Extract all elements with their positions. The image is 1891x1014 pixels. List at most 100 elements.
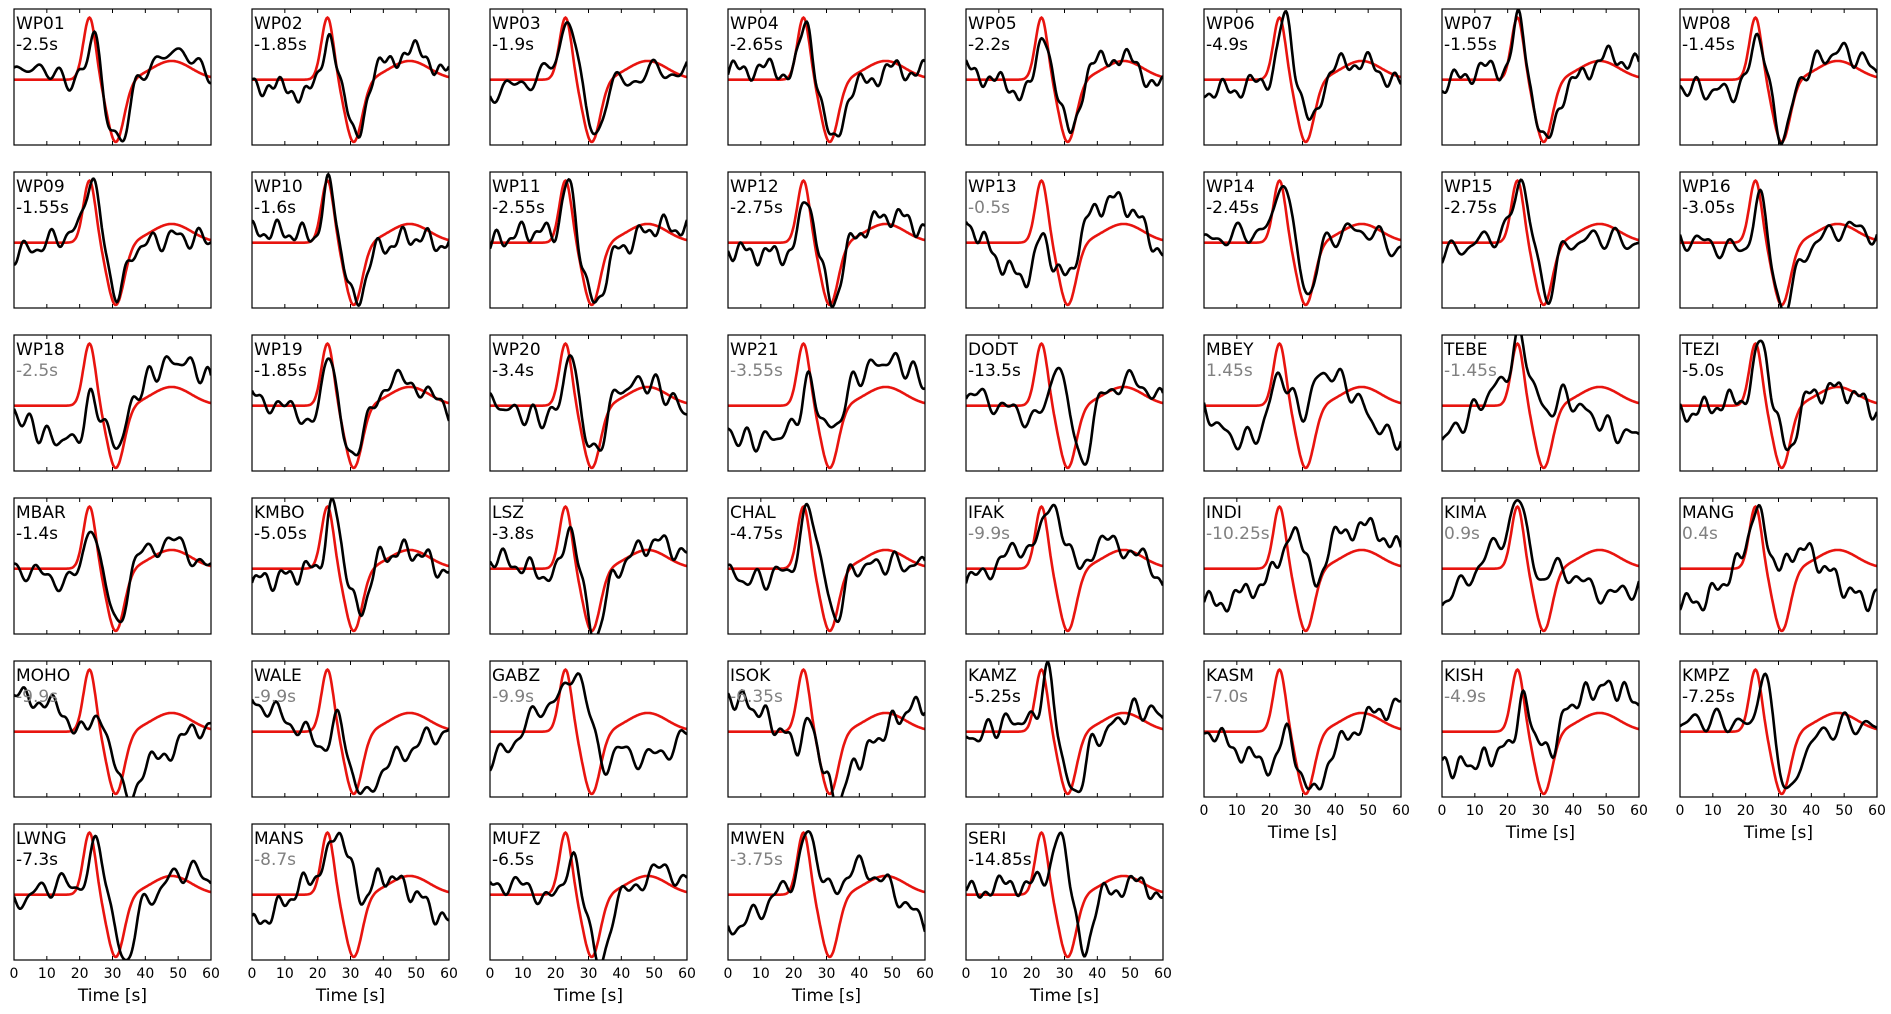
time-shift-label: -5.0s <box>1682 361 1724 381</box>
x-tick-label: 20 <box>309 966 327 982</box>
x-tick-label: 10 <box>752 966 770 982</box>
observed-trace <box>1442 9 1639 140</box>
x-tick-label: 30 <box>1056 966 1074 982</box>
observed-trace <box>728 689 925 797</box>
time-shift-label: -1.9s <box>492 35 534 55</box>
x-tick-label: 40 <box>374 966 392 982</box>
observed-trace <box>490 354 687 452</box>
synthetic-trace <box>490 341 687 470</box>
panel-wp16: WP16-3.05s <box>1679 171 1878 309</box>
station-name-label: WP18 <box>16 340 65 360</box>
observed-trace <box>966 190 1163 289</box>
x-tick-label: 60 <box>1868 803 1886 819</box>
time-shift-label: -4.9s <box>1444 687 1486 707</box>
synthetic-trace <box>966 15 1163 144</box>
time-shift-label: -1.55s <box>1444 35 1497 55</box>
station-name-label: WALE <box>254 666 302 686</box>
panel-dodt: DODT-13.5s <box>965 334 1164 472</box>
x-tick-label: 20 <box>1023 966 1041 982</box>
x-tick-label: 30 <box>104 966 122 982</box>
synthetic-trace <box>252 830 449 959</box>
station-name-label: TEZI <box>1681 340 1720 360</box>
x-tick-label: 0 <box>248 966 257 982</box>
panel-kasm: KASM-7.0s 0 10 20 30 40 50 60 Time [s] <box>1200 660 1410 843</box>
observed-trace <box>1680 503 1877 613</box>
x-tick-label: 10 <box>276 966 294 982</box>
panel-kmbo: KMBO-5.05s <box>251 497 450 635</box>
observed-trace <box>966 366 1163 467</box>
time-shift-label: -2.45s <box>1206 198 1259 218</box>
panel-wale: WALE-9.9s <box>251 660 450 798</box>
x-tick-label: 40 <box>1564 803 1582 819</box>
time-shift-label: -13.5s <box>968 361 1021 381</box>
x-tick-label: 60 <box>1392 803 1410 819</box>
observed-trace <box>490 672 687 777</box>
x-tick-label: 60 <box>1630 803 1648 819</box>
time-shift-label: -2.65s <box>730 35 783 55</box>
station-name-label: KIMA <box>1444 503 1487 523</box>
panel-lwng: LWNG-7.3s 0 10 20 30 40 50 60 Time [s] <box>10 823 220 1006</box>
observed-trace <box>966 661 1163 794</box>
x-tick-label: 40 <box>612 966 630 982</box>
synthetic-trace <box>1204 15 1401 144</box>
time-shift-label: -3.05s <box>1682 198 1735 218</box>
station-name-label: MBEY <box>1206 340 1254 360</box>
synthetic-trace <box>1204 178 1401 307</box>
station-name-label: WP05 <box>968 14 1017 34</box>
observed-trace <box>252 831 449 926</box>
time-shift-label: -6.5s <box>492 850 534 870</box>
observed-trace <box>14 354 211 450</box>
observed-trace <box>14 834 211 960</box>
x-axis-label: Time [s] <box>1505 823 1575 843</box>
panel-wp21: WP21-3.55s <box>727 334 926 472</box>
synthetic-trace <box>728 341 925 470</box>
station-name-label: KMBO <box>254 503 305 523</box>
station-name-label: MOHO <box>16 666 70 686</box>
synthetic-trace <box>252 15 449 144</box>
time-shift-label: -1.45s <box>1444 361 1497 381</box>
station-name-label: WP10 <box>254 177 303 197</box>
observed-trace <box>728 20 925 138</box>
observed-trace <box>1680 339 1877 452</box>
x-tick-label: 40 <box>1088 966 1106 982</box>
time-shift-label: -10.25s <box>1206 524 1270 544</box>
time-shift-label: -2.5s <box>16 361 58 381</box>
x-tick-label: 30 <box>580 966 598 982</box>
observed-trace <box>728 502 925 624</box>
x-tick-label: 0 <box>1200 803 1209 819</box>
station-name-label: WP04 <box>730 14 779 34</box>
observed-trace <box>14 30 211 143</box>
station-name-label: DODT <box>968 340 1019 360</box>
station-name-label: WP11 <box>492 177 541 197</box>
synthetic-trace <box>1204 504 1401 633</box>
time-shift-label: -1.4s <box>16 524 58 544</box>
synthetic-trace <box>14 15 211 144</box>
observed-trace <box>1442 178 1639 306</box>
x-tick-label: 50 <box>1121 966 1139 982</box>
station-name-label: CHAL <box>730 503 776 523</box>
station-name-label: WP20 <box>492 340 541 360</box>
synthetic-trace <box>1442 341 1639 470</box>
x-tick-label: 0 <box>724 966 733 982</box>
synthetic-trace <box>1680 341 1877 470</box>
x-tick-label: 0 <box>486 966 495 982</box>
time-shift-label: -1.45s <box>1682 35 1735 55</box>
time-shift-label: 0.4s <box>1682 524 1718 544</box>
station-name-label: MUFZ <box>492 829 541 849</box>
observed-trace <box>490 850 687 960</box>
time-shift-label: -7.25s <box>1682 687 1735 707</box>
panel-wp03: WP03-1.9s <box>489 8 688 146</box>
time-shift-label: -1.6s <box>254 198 296 218</box>
station-name-label: MANS <box>254 829 304 849</box>
x-tick-label: 50 <box>645 966 663 982</box>
time-shift-label: -3.8s <box>492 524 534 544</box>
panel-ifak: IFAK-9.9s <box>965 497 1164 635</box>
observed-trace <box>252 498 449 618</box>
panel-wp11: WP11-2.55s <box>489 171 688 309</box>
time-shift-label: -2.2s <box>968 35 1010 55</box>
time-shift-label: -1.85s <box>254 35 307 55</box>
